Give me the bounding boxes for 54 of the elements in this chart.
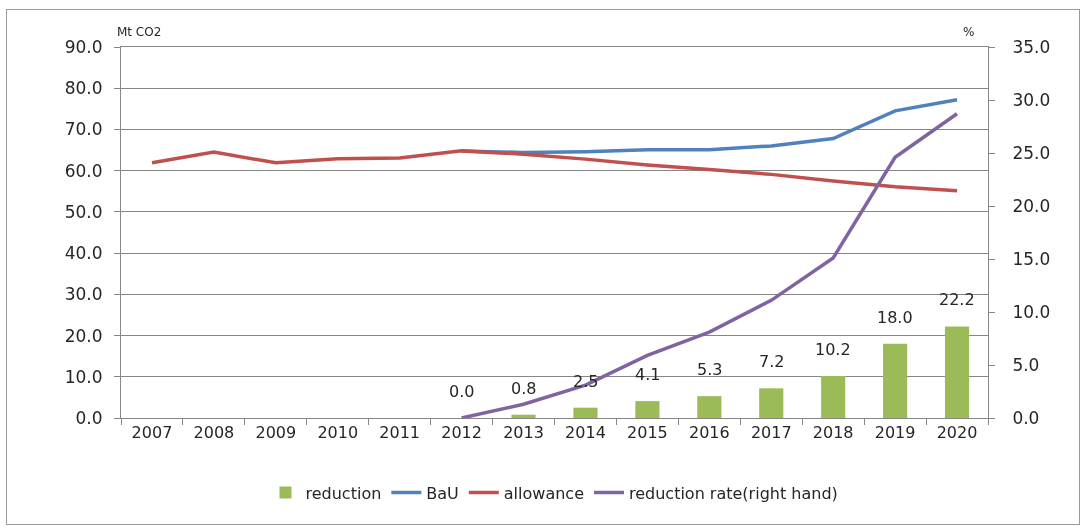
- bar: [511, 414, 536, 418]
- y2-tick-label: 25.0: [1012, 142, 1051, 163]
- x-tick-label: 2013: [503, 423, 544, 443]
- data-label: 5.3: [697, 360, 723, 379]
- data-label: 0.0: [449, 382, 475, 401]
- y-axis-title: Mt CO2: [117, 25, 162, 39]
- x-tick-label: 2019: [874, 423, 916, 443]
- x-tick-label: 2015: [627, 423, 668, 443]
- bar: [944, 326, 970, 418]
- y-tick-label: 70.0: [64, 119, 103, 140]
- bar: [697, 396, 722, 418]
- y-tick-label: 10.0: [64, 366, 103, 387]
- x-tick-label: 2007: [131, 423, 173, 443]
- data-label: 18.0: [877, 308, 913, 327]
- x-tick-label: 2020: [936, 423, 978, 443]
- x-tick-label: 2018: [812, 423, 854, 443]
- x-tick-label: 2008: [193, 423, 235, 443]
- y-tick-label: 20.0: [64, 325, 103, 346]
- legend-label: allowance: [503, 483, 584, 503]
- data-label: 7.2: [759, 352, 785, 371]
- y2-tick-label: 35.0: [1012, 36, 1051, 57]
- y2-tick-label: 15.0: [1012, 248, 1051, 269]
- x-tick-label: 2014: [565, 423, 606, 443]
- x-tick-label: 2011: [379, 423, 421, 443]
- y2-tick-label: 0.0: [1012, 407, 1040, 428]
- x-tick-label: 2012: [441, 423, 482, 443]
- y2-tick-label: 5.0: [1012, 354, 1040, 375]
- bar: [883, 343, 908, 418]
- y2-tick-label: 10.0: [1012, 301, 1051, 322]
- bar: [573, 407, 598, 418]
- y2-axis-title: %: [963, 25, 975, 39]
- bar: [821, 375, 846, 418]
- bar: [635, 401, 660, 418]
- legend-label: reduction rate(right hand): [628, 483, 838, 503]
- y-tick-label: 30.0: [64, 284, 103, 305]
- legend-label: reduction: [305, 483, 382, 503]
- x-tick-label: 2010: [317, 423, 359, 443]
- data-label: 10.2: [815, 340, 851, 359]
- y2-tick-label: 30.0: [1012, 89, 1051, 110]
- y-tick-label: 90.0: [64, 36, 103, 57]
- y-tick-label: 60.0: [64, 160, 103, 181]
- x-tick-label: 2016: [688, 423, 730, 443]
- line-series: [150, 149, 959, 193]
- x-tick-label: 2009: [255, 423, 297, 443]
- y2-tick-label: 20.0: [1012, 195, 1051, 216]
- y-tick-label: 50.0: [64, 201, 103, 222]
- bar: [759, 388, 784, 418]
- data-label: 22.2: [939, 290, 975, 309]
- legend-label: BaU: [426, 483, 459, 503]
- y-tick-label: 0.0: [75, 407, 103, 428]
- data-label: 0.8: [511, 379, 537, 398]
- y-tick-label: 80.0: [64, 78, 103, 99]
- x-tick-label: 2017: [750, 423, 792, 443]
- y-tick-label: 40.0: [64, 243, 103, 264]
